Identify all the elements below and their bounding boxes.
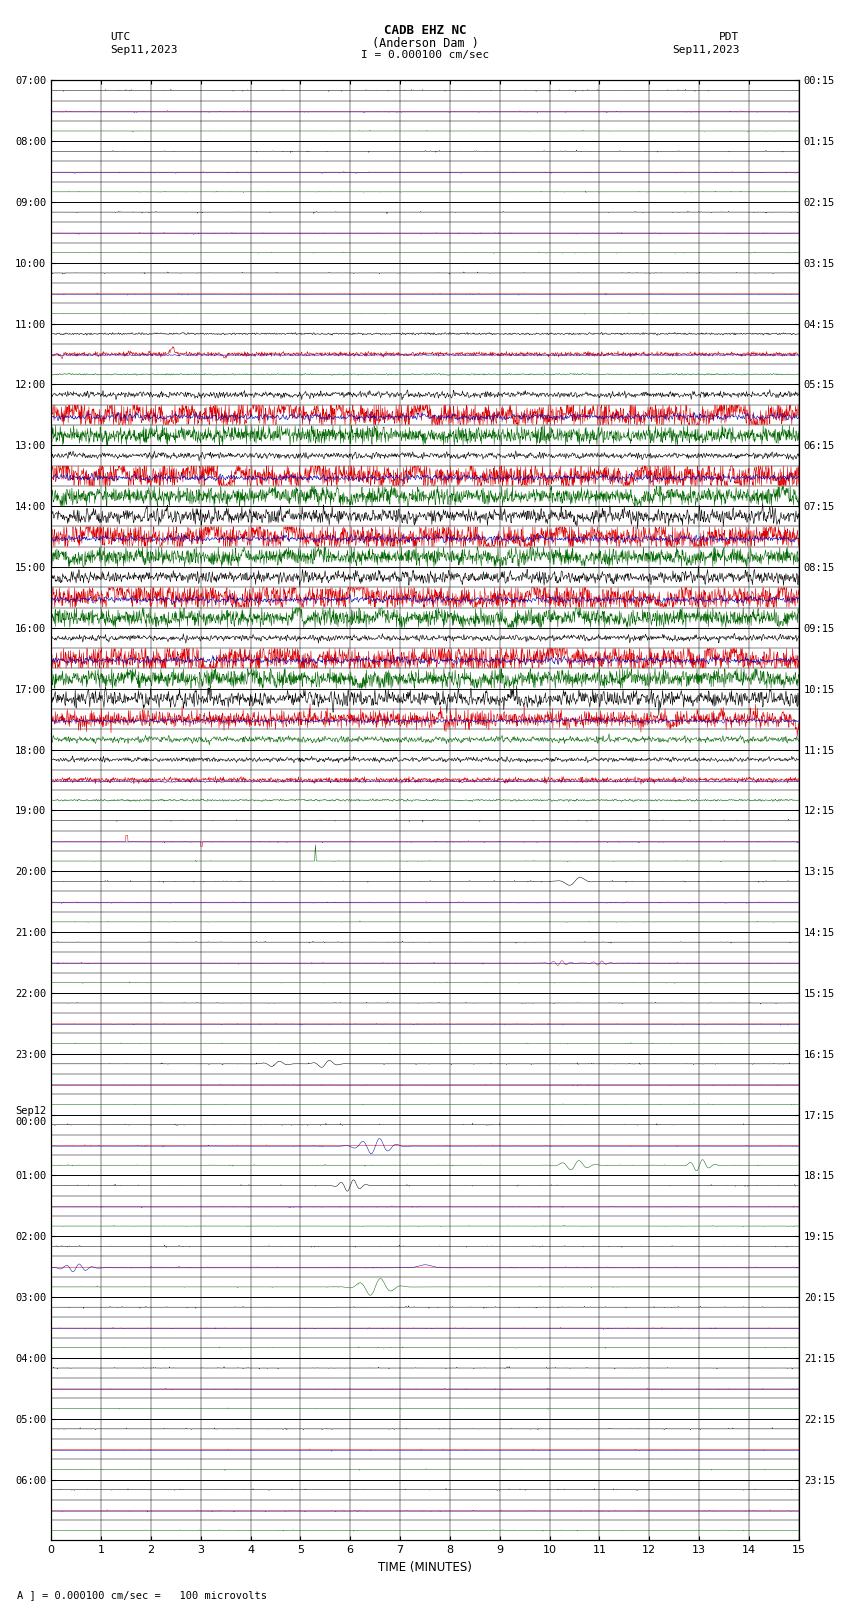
Text: Sep11,2023: Sep11,2023: [672, 45, 740, 55]
Text: I = 0.000100 cm/sec: I = 0.000100 cm/sec: [361, 50, 489, 60]
Text: UTC: UTC: [110, 32, 131, 42]
Text: CADB EHZ NC: CADB EHZ NC: [383, 24, 467, 37]
Text: A ] = 0.000100 cm/sec =   100 microvolts: A ] = 0.000100 cm/sec = 100 microvolts: [17, 1590, 267, 1600]
Text: PDT: PDT: [719, 32, 740, 42]
X-axis label: TIME (MINUTES): TIME (MINUTES): [378, 1561, 472, 1574]
Text: Sep11,2023: Sep11,2023: [110, 45, 178, 55]
Text: (Anderson Dam ): (Anderson Dam ): [371, 37, 479, 50]
